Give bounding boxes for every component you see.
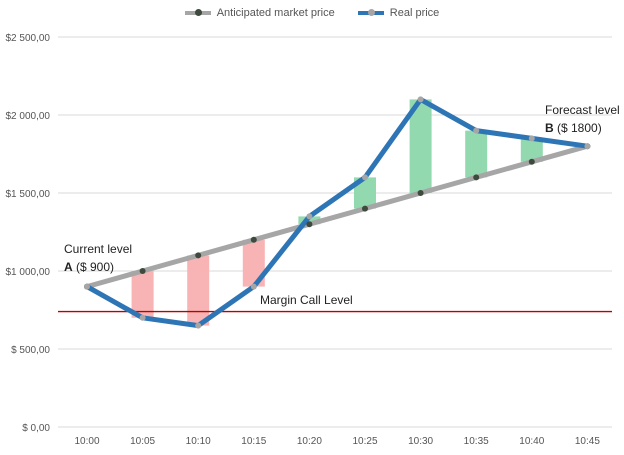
- x-tick-label: 10:00: [74, 436, 99, 447]
- y-tick-label: $ 0,00: [22, 423, 50, 434]
- x-axis-ticks: 10:00 10:05 10:10 10:15 10:20 10:25 10:30 10:35…: [74, 436, 600, 447]
- x-tick-label: 10:20: [297, 436, 322, 447]
- anticipated-price-point: [306, 221, 313, 228]
- anticipated-price-point: [195, 252, 202, 259]
- x-tick-label: 10:30: [408, 436, 433, 447]
- anticipated-price-point: [417, 190, 424, 196]
- anticipated-price-line: [84, 143, 590, 290]
- y-tick-label: $2 500,00: [6, 33, 51, 44]
- y-axis-ticks: $ 0,00 $ 500,00 $1 000,00 $1 500,00 $2 000,0…: [6, 33, 51, 434]
- margin-call-label: Margin Call Level: [260, 293, 353, 307]
- x-tick-label: 10:45: [575, 436, 600, 447]
- legend-label-anticipated: Anticipated market price: [216, 7, 335, 19]
- forecast-level-title: Forecast level: [545, 103, 620, 117]
- x-tick-label: 10:25: [352, 436, 377, 447]
- anticipated-price-point: [362, 205, 368, 212]
- x-tick-label: 10:40: [519, 436, 544, 447]
- y-tick-label: $ 500,00: [11, 345, 50, 356]
- real-price-point: [473, 127, 480, 134]
- legend-swatch-real: [357, 9, 384, 16]
- forecast-level-point: B: [545, 121, 554, 135]
- legend-swatch-anticipated: [184, 9, 211, 16]
- current-level-point: A: [64, 260, 73, 274]
- y-tick-label: $1 500,00: [6, 189, 51, 200]
- real-price-point: [139, 314, 146, 321]
- current-level-value: ($ 900): [72, 260, 115, 274]
- series-markers: [84, 96, 591, 329]
- y-tick-label: $2 000,00: [6, 111, 51, 122]
- forecast-level-value: ($ 1800): [553, 121, 602, 135]
- x-tick-label: 10:10: [186, 436, 211, 447]
- y-tick-label: $1 000,00: [6, 267, 51, 278]
- difference-bar: [409, 99, 432, 193]
- real-price-point: [528, 135, 535, 142]
- real-price-point: [250, 283, 257, 290]
- real-price-point: [84, 283, 90, 290]
- real-price-point: [362, 174, 368, 181]
- x-tick-label: 10:35: [464, 436, 489, 447]
- gridlines: [58, 36, 612, 428]
- difference-bar: [131, 271, 154, 318]
- current-level-annotation: Current level A ($ 900): [64, 240, 132, 276]
- real-price-point: [584, 143, 591, 150]
- series-lines: [84, 96, 590, 329]
- real-price-line: [84, 96, 590, 329]
- legend-item-anticipated: Anticipated market price: [184, 7, 335, 19]
- x-tick-label: 10:05: [130, 436, 155, 447]
- real-price-point: [306, 213, 313, 220]
- anticipated-price-point: [528, 158, 535, 165]
- difference-bar: [187, 255, 210, 326]
- legend-item-real: Real price: [357, 7, 440, 19]
- legend: Anticipated market price Real price: [0, 6, 624, 19]
- forecast-level-annotation: Forecast level B ($ 1800): [545, 101, 620, 137]
- anticipated-price-point: [139, 268, 146, 274]
- anticipated-price-point: [473, 174, 480, 181]
- real-price-point: [417, 96, 424, 103]
- difference-bar: [242, 239, 265, 287]
- difference-bar: [465, 130, 488, 178]
- real-price-point: [195, 322, 202, 329]
- anticipated-price-point: [250, 236, 257, 243]
- legend-label-real: Real price: [389, 7, 440, 19]
- difference-bar: [354, 177, 376, 209]
- current-level-title: Current level: [64, 242, 133, 256]
- difference-bar: [520, 138, 543, 162]
- x-tick-label: 10:15: [241, 436, 266, 447]
